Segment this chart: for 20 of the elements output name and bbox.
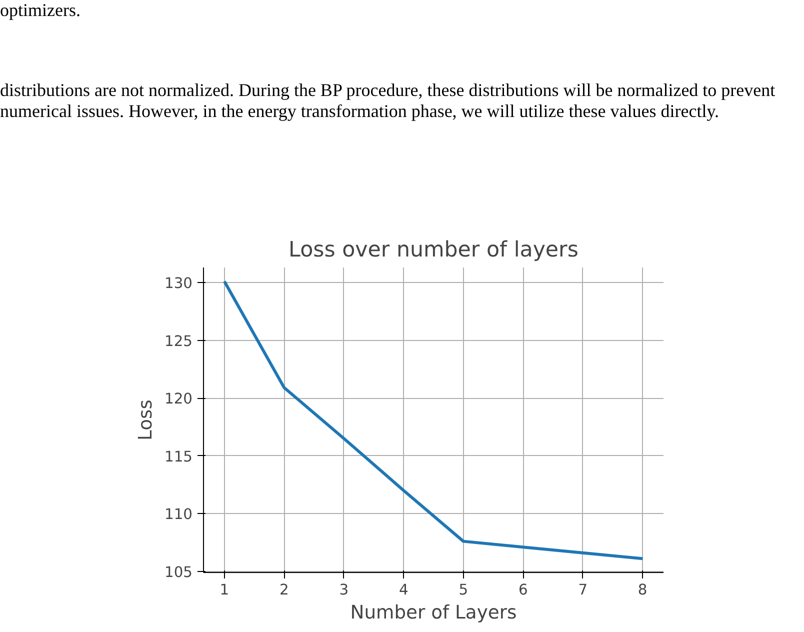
x-tick-label: 8 [638, 582, 648, 598]
chart-title: Loss over number of layers [288, 238, 578, 262]
x-tick-label: 1 [220, 582, 230, 598]
y-tick-label: 115 [164, 448, 193, 466]
text: distributions are not normalized. During the BP procedure, these distributions will be normalized to prevent numerical issues. However, in the energy transformation phase, we will utilize these values directly. [0, 80, 776, 122]
line-series [222, 280, 644, 560]
text: optimizers. [0, 0, 80, 21]
y-tick-label: 130 [164, 275, 193, 292]
y-tick-label: 125 [164, 332, 193, 350]
x-tick-label: 6 [518, 582, 528, 598]
y-tick-label: 120 [164, 390, 193, 408]
y-tick-label: 110 [164, 506, 193, 524]
x-tick-label: 3 [339, 582, 349, 598]
x-tick-label: 4 [398, 582, 408, 598]
y-axis-title: Loss [136, 400, 157, 440]
x-tick-label: 5 [458, 582, 468, 598]
x-axis-title: Number of Layers [350, 602, 517, 624]
x-tick-label: 2 [279, 582, 289, 598]
x-tick-label: 7 [578, 582, 588, 598]
y-tick-label: 105 [164, 564, 193, 581]
